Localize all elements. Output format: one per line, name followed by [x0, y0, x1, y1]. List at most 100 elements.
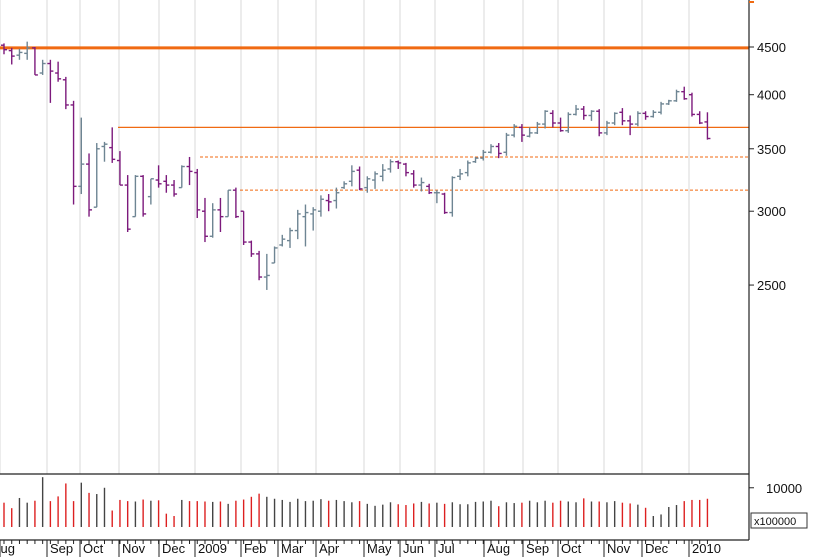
- ohlc-bar: [248, 240, 255, 257]
- horizontal-levels: [0, 46, 749, 191]
- ohlc-bar: [688, 92, 695, 117]
- ohlc-bar: [557, 117, 564, 132]
- x-tick-label: Sep: [526, 541, 549, 556]
- ohlc-bar: [333, 187, 340, 209]
- ohlc-bar: [348, 165, 355, 187]
- x-tick-label: Apr: [319, 541, 340, 556]
- ohlc-bar: [518, 124, 525, 142]
- ohlc-bar: [503, 132, 510, 156]
- y-tick-label: 3500: [757, 142, 786, 157]
- ohlc-bar: [294, 209, 301, 240]
- x-tick-label: 2009: [198, 541, 227, 556]
- ohlc-bar: [271, 246, 278, 264]
- ohlc-bar: [472, 156, 479, 163]
- ohlc-bar: [464, 160, 471, 177]
- volume-axis: 10000 x100000: [749, 481, 808, 529]
- ohlc-bar: [364, 176, 371, 193]
- ohlc-bar: [426, 183, 433, 195]
- ohlc-bar: [634, 111, 641, 127]
- ohlc-bar: [93, 143, 100, 208]
- ohlc-bar: [588, 110, 595, 121]
- ohlc-bar: [673, 89, 680, 102]
- ohlc-bar: [549, 110, 556, 128]
- ohlc-bar: [116, 151, 123, 186]
- ohlc-bar: [480, 149, 487, 161]
- ohlc-bar: [194, 168, 201, 219]
- ohlc-bar: [418, 177, 425, 192]
- ohlc-bar: [263, 253, 270, 290]
- ohlc-bar: [78, 117, 85, 195]
- price-bars: [1, 41, 711, 290]
- y-tick-label: 3000: [757, 204, 786, 219]
- ohlc-bar: [124, 175, 131, 232]
- x-tick-label: Aug: [487, 541, 510, 556]
- ohlc-bar: [665, 99, 672, 105]
- x-tick-label: Dec: [645, 541, 669, 556]
- x-tick-label: Mar: [281, 541, 304, 556]
- ohlc-bar: [495, 143, 502, 159]
- ohlc-bar: [356, 166, 363, 191]
- x-tick-label: Jun: [403, 541, 424, 556]
- ohlc-bar: [55, 61, 62, 82]
- ohlc-bar: [232, 187, 239, 219]
- ohlc-bar: [580, 105, 587, 120]
- ohlc-bar: [542, 110, 549, 129]
- ohlc-bar: [47, 59, 54, 103]
- y-tick-label: 2500: [757, 278, 786, 293]
- x-tick-label: Oct: [83, 541, 104, 556]
- ohlc-bar: [62, 76, 69, 110]
- ohlc-bar: [225, 189, 232, 218]
- ohlc-bar: [379, 164, 386, 182]
- x-tick-label: Aug: [0, 541, 15, 556]
- ohlc-bar: [16, 48, 23, 60]
- ohlc-bar: [565, 112, 572, 133]
- ohlc-bar: [433, 190, 440, 204]
- ohlc-bar: [132, 175, 139, 218]
- ohlc-bar: [681, 86, 688, 100]
- volume-unit-box: [750, 512, 808, 529]
- volume-bars: [3, 477, 709, 527]
- x-tick-label: Feb: [244, 541, 266, 556]
- x-tick-label: Nov: [122, 541, 146, 556]
- ohlc-bar: [70, 100, 77, 205]
- ohlc-bar: [186, 156, 193, 186]
- ohlc-bar: [317, 195, 324, 217]
- ohlc-bar: [449, 176, 456, 217]
- ohlc-bar: [178, 165, 185, 189]
- ohlc-bar: [240, 210, 247, 245]
- ohlc-bar: [279, 234, 286, 247]
- ohlc-bar: [8, 47, 15, 65]
- ohlc-bar: [140, 175, 147, 217]
- x-tick-label: Dec: [162, 541, 186, 556]
- y-tick-label: 4000: [757, 88, 786, 103]
- ohlc-bar: [619, 108, 626, 126]
- ohlc-bar: [596, 109, 603, 137]
- time-axis: Aug Sep Oct Nov Dec 2009 Feb Mar Apr May Jun Jul Aug…: [0, 540, 721, 557]
- ohlc-bar: [627, 115, 634, 136]
- ohlc-bar: [410, 170, 417, 188]
- ohlc-bar: [101, 141, 108, 162]
- volume-unit-label: x100000: [754, 516, 796, 528]
- ohlc-bar: [441, 192, 448, 214]
- ohlc-bar: [511, 124, 518, 138]
- ohlc-bar: [387, 159, 394, 173]
- ohlc-bar: [1, 43, 7, 55]
- price-axis: 2500 3000 3500 4000 4500: [749, 1, 786, 293]
- x-tick-label: Jul: [438, 541, 455, 556]
- ohlc-bar: [217, 197, 224, 232]
- y-tick-label: 4500: [757, 40, 786, 55]
- ohlc-bar: [209, 203, 216, 238]
- ohlc-bar: [372, 171, 379, 189]
- ohlc-bar: [302, 204, 309, 247]
- ohlc-bar: [642, 111, 649, 120]
- ohlc-bar: [457, 168, 464, 181]
- ohlc-bar: [341, 181, 348, 189]
- x-tick-label: May: [367, 541, 392, 556]
- ohlc-bar: [573, 104, 580, 116]
- ohlc-bar: [109, 127, 116, 163]
- ohlc-bar: [31, 47, 38, 76]
- x-tick-label: Nov: [607, 541, 631, 556]
- ohlc-bar: [171, 180, 178, 197]
